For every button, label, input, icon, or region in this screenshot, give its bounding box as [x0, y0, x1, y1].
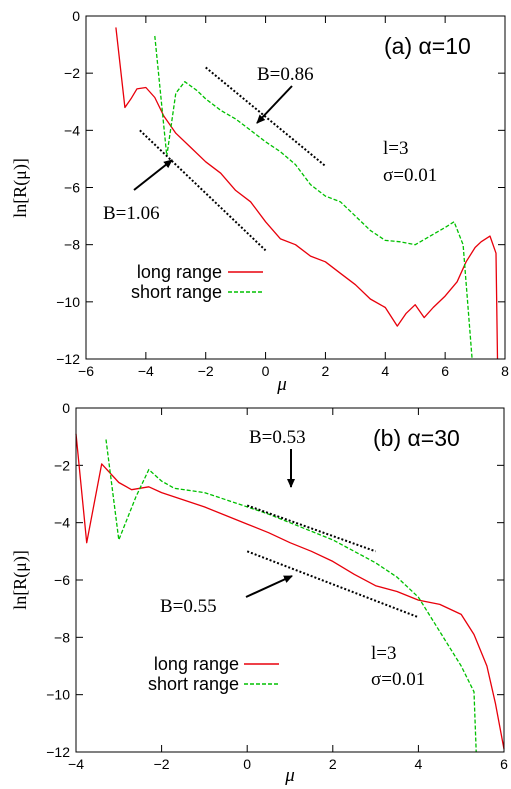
y-tick-label: −8 [54, 629, 70, 645]
x-tick-label: 4 [415, 756, 423, 772]
y-tick-label: −2 [54, 457, 70, 473]
legend-a-long-label: long range [137, 262, 222, 282]
panel-b-label: (b) α=30 [373, 425, 460, 451]
x-tick-label: 2 [322, 363, 330, 379]
series-line-long-range [115, 27, 499, 360]
y-tick-label: −8 [64, 237, 80, 253]
y-tick-label: 0 [72, 8, 80, 24]
x-tick-label: 4 [381, 363, 389, 379]
guide-arrow-a-b086 [256, 85, 293, 124]
series-line-long-range [75, 433, 505, 750]
x-tick-label: −4 [68, 756, 84, 772]
guide-arrow-a-b106 [133, 159, 173, 191]
panel-a-xlabel: μ [276, 374, 287, 395]
panel-a-frame [85, 15, 506, 360]
legend-a-short-label: short range [131, 282, 222, 302]
panel-a: −6 −4 −2 0 2 4 6 8 0 −2 −4 −6 −8 −10 −12 (a) α=10 μ ln… [10, 8, 509, 395]
panel-a-ylabel: ln[R(μ)] [10, 158, 31, 218]
x-tick-label: −2 [198, 363, 214, 379]
y-tick-label: −12 [56, 351, 80, 367]
y-tick-label: −10 [46, 687, 70, 703]
slope-guide-line [205, 66, 327, 167]
guide-label-b-b053: B=0.53 [249, 427, 306, 448]
panel-b-param-l: l=3 [371, 643, 397, 664]
slope-guide-line [246, 504, 376, 553]
y-tick-label: −2 [64, 65, 80, 81]
panel-a-param-sigma: σ=0.01 [383, 165, 437, 186]
x-tick-label: 6 [500, 756, 508, 772]
panel-b-ylabel: ln[R(μ)] [10, 550, 31, 610]
series-line-short-range [105, 439, 477, 753]
panel-b-ticks: −4 −2 0 2 4 6 0 −2 −4 −6 −8 −10 −12 [46, 400, 508, 772]
guide-label-a-b106: B=1.06 [103, 203, 160, 224]
legend-b-short-label: short range [148, 674, 239, 694]
panel-b-xlabel: μ [284, 765, 295, 786]
guide-label-a-b086: B=0.86 [257, 64, 314, 85]
panel-b-legend: long range short range [148, 654, 279, 694]
x-tick-label: 0 [262, 363, 270, 379]
x-tick-label: 2 [329, 756, 337, 772]
legend-b-long-label: long range [154, 654, 239, 674]
panel-a-guides [139, 66, 327, 252]
panel-b-series [75, 433, 505, 753]
y-tick-label: −6 [54, 572, 70, 588]
panel-a-series [115, 27, 499, 360]
panel-a-label: (a) α=10 [384, 33, 471, 59]
panel-b: −4 −2 0 2 4 6 0 −2 −4 −6 −8 −10 −12 (b) α=30 μ ln[R(… [10, 400, 508, 786]
panel-b-guides [246, 504, 419, 619]
y-tick-label: 0 [62, 400, 70, 416]
y-tick-label: −6 [64, 180, 80, 196]
panel-b-param-sigma: σ=0.01 [371, 669, 425, 690]
panel-a-legend: long range short range [131, 262, 263, 302]
slope-guide-line [139, 129, 267, 252]
x-tick-label: −4 [138, 363, 154, 379]
y-tick-label: −12 [46, 744, 70, 760]
x-tick-label: 6 [441, 363, 449, 379]
x-tick-label: 8 [501, 363, 509, 379]
y-tick-label: −10 [56, 294, 80, 310]
x-tick-label: −6 [78, 363, 94, 379]
panel-b-frame [75, 407, 505, 753]
panel-a-param-l: l=3 [383, 138, 409, 159]
x-tick-label: 0 [243, 756, 251, 772]
slope-guide-line [246, 550, 419, 619]
guide-arrow-b-b055 [245, 575, 293, 598]
y-tick-label: −4 [64, 122, 80, 138]
x-tick-label: −2 [154, 756, 170, 772]
guide-label-b-b055: B=0.55 [160, 596, 217, 617]
series-line-short-range [154, 35, 473, 360]
y-tick-label: −4 [54, 515, 70, 531]
